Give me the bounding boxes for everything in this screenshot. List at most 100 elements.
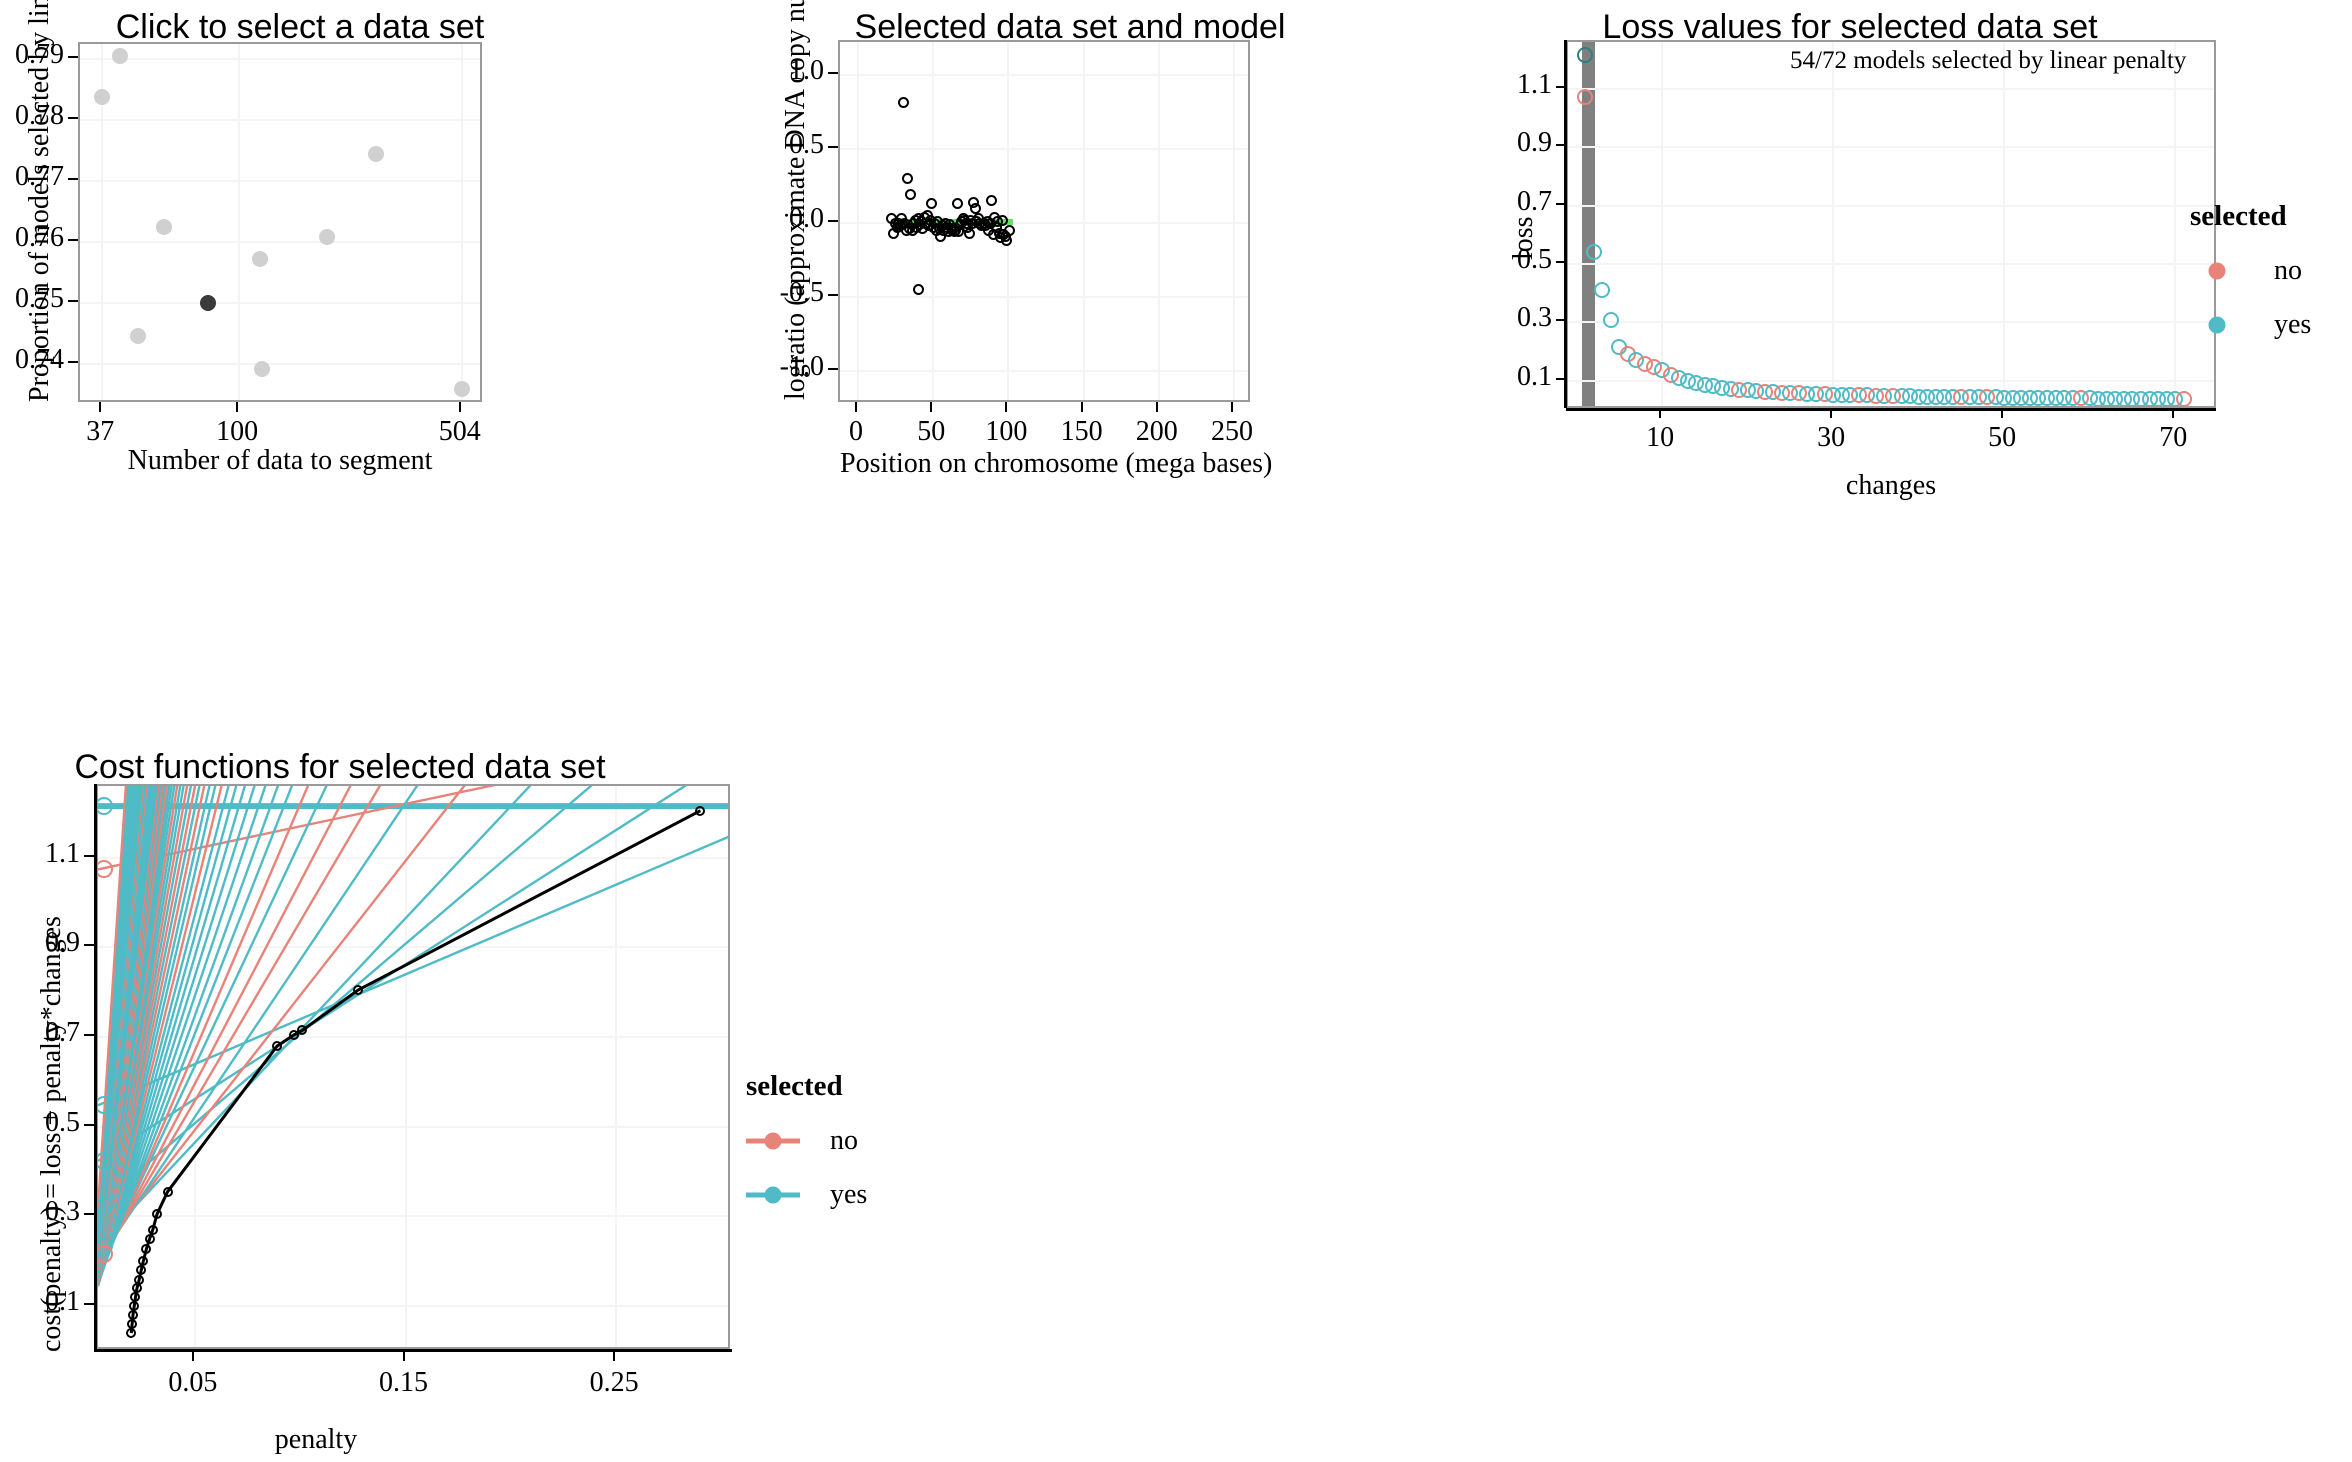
gridline-horizontal [1568, 204, 2214, 207]
legend-cost-item-no[interactable]: no [746, 1125, 867, 1157]
y-tick-label: 1.1 [1517, 68, 1552, 100]
y-tick-mark [1556, 377, 1566, 380]
y-tick-label: 1.1 [45, 837, 80, 869]
data-point [996, 214, 1008, 226]
y-tick-mark [68, 239, 78, 242]
panel4-plot-area[interactable] [96, 784, 730, 1349]
x-tick-mark [99, 402, 102, 412]
data-point[interactable] [453, 380, 470, 397]
cost-breakpoint-marker [151, 1209, 162, 1220]
y-tick-mark [68, 56, 78, 59]
x-tick-label: 37 [86, 416, 115, 447]
data-point [898, 97, 910, 109]
gridline-vertical [1232, 42, 1235, 400]
data-point [913, 284, 925, 296]
panel4-x-axis-title: penalty [274, 1424, 358, 1455]
x-tick-mark [2001, 408, 2004, 418]
y-tick-label: 1.0 [789, 54, 824, 86]
legend-loss-item-no[interactable]: no [2190, 255, 2311, 287]
cost-line [98, 786, 143, 1243]
cost-line [98, 786, 688, 1162]
y-tick-mark [1556, 202, 1566, 205]
y-tick-label: 0.3 [1517, 302, 1552, 334]
x-tick-label: 50 [1988, 422, 2017, 453]
data-point[interactable] [253, 361, 270, 378]
gridline-vertical [857, 42, 860, 400]
cost-breakpoint-marker [144, 1233, 155, 1244]
legend-loss-label-yes: yes [2274, 309, 2312, 340]
y-tick-label: -1.0 [779, 351, 824, 383]
data-point [905, 189, 917, 201]
x-tick-mark [1155, 402, 1158, 412]
y-tick-label: 0.3 [45, 1196, 80, 1228]
x-tick-mark [402, 1349, 405, 1361]
x-tick-label: 100 [216, 416, 259, 447]
gridline-horizontal [840, 222, 1248, 224]
y-tick-mark [68, 117, 78, 120]
gridline-horizontal [840, 370, 1248, 373]
data-point[interactable] [319, 229, 336, 246]
gridline-horizontal [80, 119, 480, 122]
cost-line [98, 786, 310, 1278]
data-point[interactable] [251, 251, 268, 268]
cost-breakpoint-marker [695, 805, 706, 816]
gridline-vertical [460, 44, 463, 400]
y-tick-label: 0.76 [15, 222, 64, 254]
loss-point-selected[interactable] [1602, 312, 1619, 329]
cost-line [98, 786, 419, 1262]
y-tick-mark [84, 1034, 96, 1037]
cost-line [98, 786, 532, 1247]
cost-line [98, 786, 144, 1244]
gridline-vertical [2003, 42, 2006, 406]
y-tick-label: 0.7 [1517, 185, 1552, 217]
minimum-cost-envelope [129, 809, 702, 1334]
cost-intercept-marker [98, 1096, 113, 1115]
gridline-vertical [101, 44, 104, 400]
loss-point-selected[interactable] [1577, 47, 1594, 64]
y-tick-mark [1556, 260, 1566, 263]
cost-line [98, 786, 136, 1230]
data-point [902, 172, 914, 184]
cost-intercept-marker [98, 797, 113, 816]
x-tick-mark [2172, 408, 2175, 418]
x-tick-label: 100 [985, 416, 1028, 447]
panel1-plot-area[interactable] [78, 42, 482, 402]
cost-line [98, 786, 206, 1284]
loss-point-selected[interactable] [1594, 281, 1611, 298]
cost-line [98, 786, 496, 871]
cost-line [98, 786, 466, 1255]
loss-point-selected[interactable] [1585, 244, 1602, 261]
cost-line [98, 786, 247, 1287]
data-point[interactable] [156, 219, 173, 236]
data-point-selected[interactable] [200, 295, 217, 312]
y-tick-mark [1556, 319, 1566, 322]
x-tick-mark [613, 1349, 616, 1361]
y-tick-label: 0.9 [45, 927, 80, 959]
legend-cost-item-yes[interactable]: yes [746, 1179, 867, 1211]
x-tick-label: 0.15 [379, 1367, 429, 1398]
gridline-horizontal [1568, 321, 2214, 324]
gridline-horizontal [98, 1215, 728, 1218]
gridline-horizontal [840, 296, 1248, 299]
y-tick-mark [828, 294, 838, 297]
cost-line [98, 786, 211, 1285]
loss-point-unselected[interactable] [2175, 391, 2192, 406]
data-point [951, 198, 963, 210]
y-tick-mark [828, 145, 838, 148]
loss-point-unselected[interactable] [1577, 89, 1594, 106]
panel3-plot-area[interactable] [1566, 40, 2216, 408]
x-axis-line [94, 1349, 732, 1352]
data-point[interactable] [94, 89, 111, 106]
legend-loss-item-yes[interactable]: yes [2190, 309, 2311, 341]
y-tick-label: 0.9 [1517, 127, 1552, 159]
data-point [969, 202, 981, 214]
cost-line [98, 786, 217, 1286]
y-tick-mark [828, 71, 838, 74]
data-point[interactable] [111, 47, 128, 64]
x-tick-mark [855, 402, 858, 412]
panel-data-set-selector[interactable]: Click to select a data set Number of dat… [0, 0, 740, 480]
data-point[interactable] [367, 145, 384, 162]
gridline-vertical [1661, 42, 1664, 406]
panel2-plot-area[interactable] [838, 40, 1250, 402]
data-point[interactable] [130, 328, 147, 345]
